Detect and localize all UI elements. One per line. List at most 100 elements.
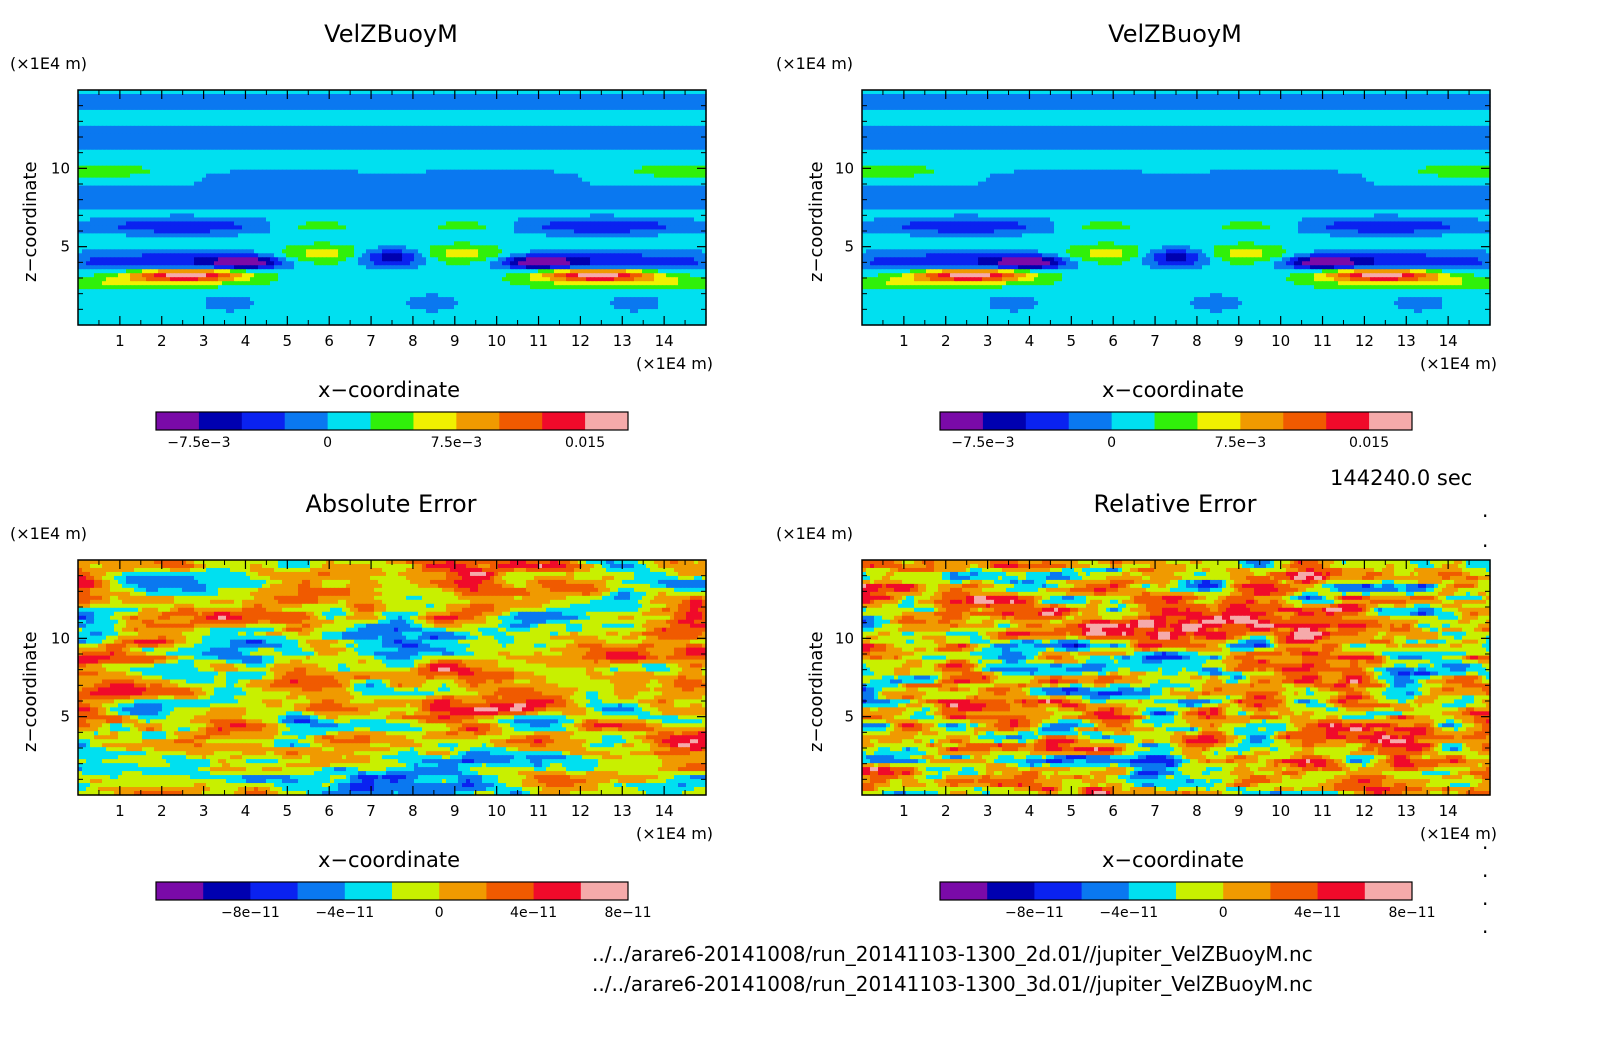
x-tick-label: 1 xyxy=(115,332,125,350)
x-tick-label: 14 xyxy=(1439,332,1458,350)
colorbar-segment xyxy=(940,882,988,900)
y-unit-label: (×1E4 m) xyxy=(776,524,853,543)
dot-marker: . xyxy=(1482,830,1488,854)
colorbar-segment xyxy=(987,882,1035,900)
colorbar-segment xyxy=(1154,412,1198,430)
x-tick-label: 12 xyxy=(571,802,590,820)
colorbar-tick-label: 8e−11 xyxy=(604,905,651,921)
dot-marker: . xyxy=(1482,498,1488,522)
x-unit-label: (×1E4 m) xyxy=(1420,824,1497,843)
x-tick-label: 7 xyxy=(1150,802,1160,820)
file-path-3d: ../../arare6-20141008/run_20141103-1300_… xyxy=(592,972,1313,996)
colorbar-segment xyxy=(1240,412,1284,430)
y-tick-label: 10 xyxy=(51,629,70,647)
chart-title: Absolute Error xyxy=(0,490,782,518)
x-tick-label: 14 xyxy=(655,332,674,350)
y-tick-label: 10 xyxy=(835,159,854,177)
y-tick-label: 10 xyxy=(835,629,854,647)
colorbar-segment xyxy=(1128,882,1177,900)
x-tick-label: 1 xyxy=(899,802,909,820)
colorbar-segment xyxy=(1034,882,1083,900)
colorbar-segment xyxy=(1197,412,1241,430)
x-tick-label: 5 xyxy=(283,332,293,350)
x-tick-label: 11 xyxy=(1313,802,1332,820)
x-tick-label: 4 xyxy=(241,332,251,350)
x-tick-label: 6 xyxy=(1108,802,1118,820)
x-tick-label: 8 xyxy=(408,802,418,820)
x-unit-label: (×1E4 m) xyxy=(1420,354,1497,373)
dot-marker: . xyxy=(1482,886,1488,910)
x-axis-label: x−coordinate xyxy=(1102,378,1244,402)
colorbar-segment xyxy=(1025,412,1070,430)
x-tick-label: 4 xyxy=(241,802,251,820)
colorbar-tick-label: −7.5e−3 xyxy=(951,435,1014,451)
file-path-2d: ../../arare6-20141008/run_20141103-1300_… xyxy=(592,942,1313,966)
x-tick-label: 3 xyxy=(199,332,209,350)
colorbar: −8e−11 −4e−11 0 4e−11 8e−11 xyxy=(939,881,1436,921)
colorbar-segment xyxy=(198,412,243,430)
x-tick-label: 7 xyxy=(366,802,376,820)
x-axis-label: x−coordinate xyxy=(1102,848,1244,872)
colorbar-segment xyxy=(370,412,414,430)
colorbar-tick-label: −4e−11 xyxy=(315,905,374,921)
y-tick-label: 5 xyxy=(60,708,70,726)
colorbar-segment xyxy=(982,412,1027,430)
x-tick-label: 12 xyxy=(1355,802,1374,820)
x-tick-label: 3 xyxy=(199,802,209,820)
x-tick-label: 9 xyxy=(450,802,460,820)
colorbar-segment xyxy=(1068,412,1113,430)
colorbar-segment xyxy=(486,882,535,900)
colorbar-tick-label: 8e−11 xyxy=(1388,905,1435,921)
x-tick-label: 7 xyxy=(1150,332,1160,350)
dot-marker: . xyxy=(1482,858,1488,882)
x-tick-label: 12 xyxy=(1355,332,1374,350)
colorbar-tick-label: 4e−11 xyxy=(510,905,557,921)
colorbar-segment xyxy=(542,412,586,430)
x-tick-label: 6 xyxy=(1108,332,1118,350)
chart-title: VelZBuoyM xyxy=(0,20,782,48)
colorbar-segment xyxy=(940,412,984,430)
colorbar-segment xyxy=(439,882,487,900)
x-tick-label: 9 xyxy=(450,332,460,350)
x-tick-label: 8 xyxy=(1192,332,1202,350)
x-tick-label: 4 xyxy=(1025,332,1035,350)
colorbar-segment xyxy=(241,412,286,430)
y-tick-label: 10 xyxy=(51,159,70,177)
chart-title: Relative Error xyxy=(784,490,1566,518)
colorbar-segment xyxy=(392,882,440,900)
x-tick-label: 13 xyxy=(1397,802,1416,820)
colorbar-segment xyxy=(499,412,543,430)
colorbar-tick-label: −7.5e−3 xyxy=(167,435,230,451)
colorbar-frame xyxy=(155,881,629,901)
x-tick-label: 2 xyxy=(941,332,951,350)
colorbar-segment xyxy=(156,412,200,430)
colorbar-segment xyxy=(344,882,393,900)
colorbar-tick-label: 0 xyxy=(1107,435,1116,451)
colorbar-segment xyxy=(250,882,299,900)
colorbar-segment xyxy=(580,882,629,900)
colorbar-segment xyxy=(203,882,251,900)
x-tick-label: 5 xyxy=(283,802,293,820)
colorbar-segment xyxy=(1176,882,1224,900)
y-unit-label: (×1E4 m) xyxy=(10,54,87,73)
colorbar-segment xyxy=(284,412,329,430)
colorbar: −8e−11 −4e−11 0 4e−11 8e−11 xyxy=(155,881,652,921)
colorbar-tick-label: −8e−11 xyxy=(221,905,280,921)
x-tick-label: 2 xyxy=(941,802,951,820)
x-tick-label: 4 xyxy=(1025,802,1035,820)
colorbar-tick-label: 4e−11 xyxy=(1294,905,1341,921)
y-tick-label: 5 xyxy=(60,238,70,256)
colorbar-segment xyxy=(1364,882,1413,900)
x-tick-label: 11 xyxy=(529,332,548,350)
colorbar-segment xyxy=(1326,412,1370,430)
colorbar-tick-label: 0 xyxy=(323,435,332,451)
y-tick-label: 5 xyxy=(844,238,854,256)
colorbar-segment xyxy=(1317,882,1366,900)
chart-title: VelZBuoyM xyxy=(784,20,1566,48)
x-tick-label: 7 xyxy=(366,332,376,350)
colorbar-segment xyxy=(297,882,346,900)
